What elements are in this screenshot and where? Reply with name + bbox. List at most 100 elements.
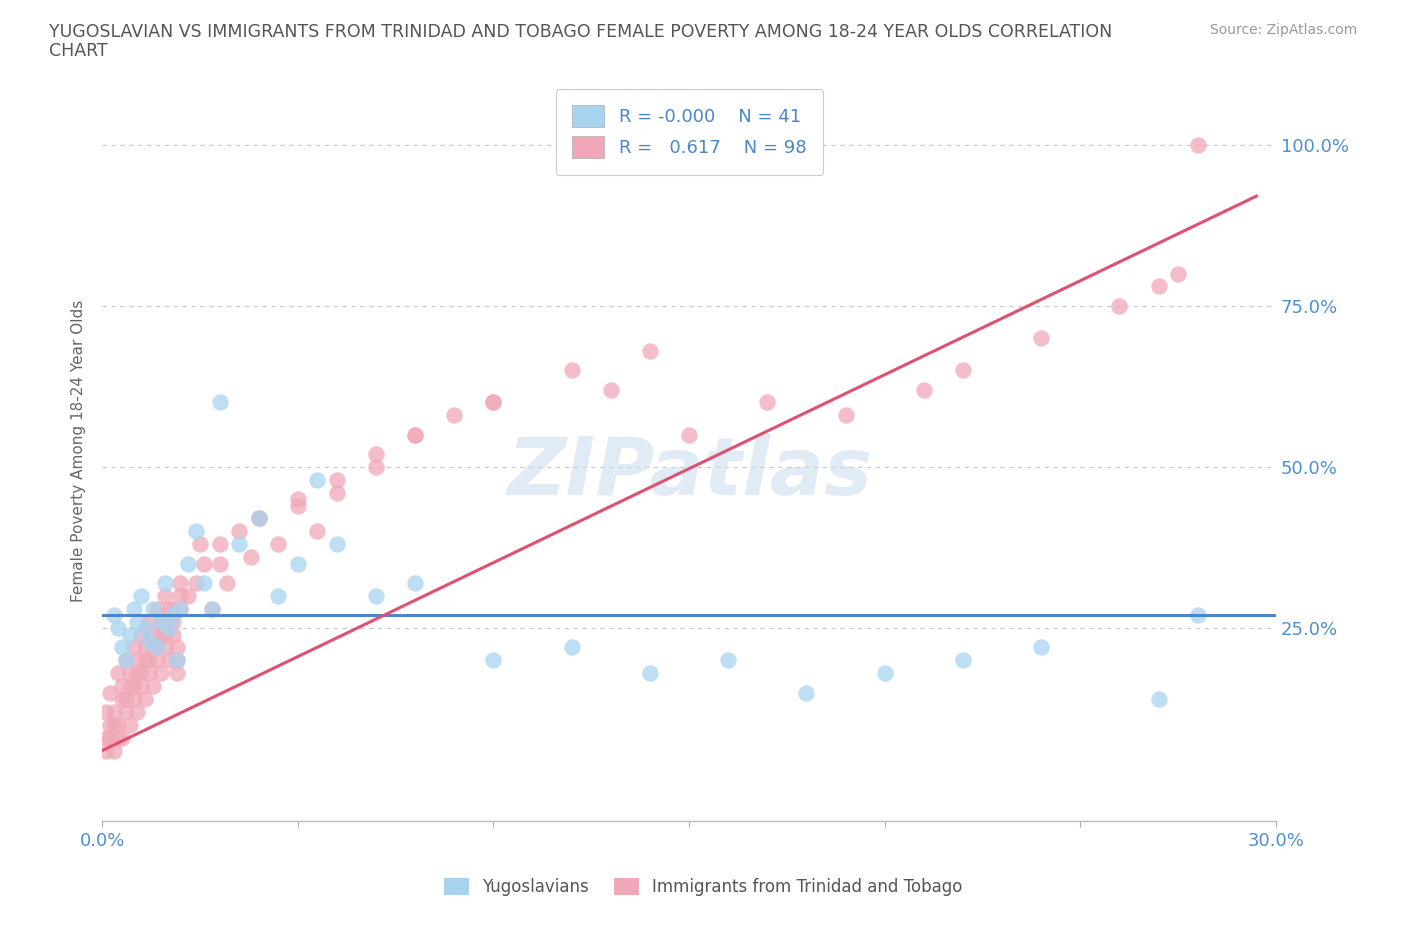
Point (326, 472, 349, 487)
Point (142, 679, 165, 694)
Point (208, 556, 231, 571)
Point (157, 620, 180, 635)
Point (146, 640, 169, 655)
Point (287, 556, 309, 571)
Point (103, 743, 125, 758)
Point (162, 607, 184, 622)
Point (114, 692, 136, 707)
Point (118, 627, 141, 642)
Point (142, 602, 165, 617)
Point (169, 602, 191, 617)
Point (796, 685, 818, 700)
Point (267, 589, 290, 604)
Point (114, 653, 136, 668)
Point (98, 717, 121, 732)
Point (247, 512, 270, 526)
Point (201, 602, 224, 617)
Point (638, 666, 661, 681)
Point (162, 614, 184, 629)
Point (107, 620, 129, 635)
Point (1187, 607, 1209, 622)
Point (153, 589, 176, 604)
Point (103, 607, 125, 622)
Point (364, 446, 387, 461)
Point (1031, 640, 1053, 655)
Point (94, 704, 117, 719)
Point (247, 512, 270, 526)
Point (122, 692, 145, 707)
Point (134, 692, 156, 707)
Point (118, 717, 141, 732)
Point (404, 427, 426, 442)
Point (184, 524, 207, 538)
Point (166, 653, 188, 668)
Text: CHART: CHART (49, 42, 108, 60)
Point (146, 602, 169, 617)
Point (404, 427, 426, 442)
Point (188, 537, 211, 551)
Point (834, 408, 856, 423)
Point (153, 627, 176, 642)
Point (98, 685, 121, 700)
Point (208, 537, 231, 551)
Point (107, 717, 129, 732)
Point (177, 589, 200, 604)
Point (157, 602, 180, 617)
Point (717, 653, 740, 668)
Point (952, 363, 974, 378)
Point (131, 627, 153, 642)
Point (103, 704, 125, 719)
Point (162, 602, 184, 617)
Point (482, 395, 505, 410)
Point (146, 640, 169, 655)
Point (482, 395, 505, 410)
Point (912, 382, 935, 397)
Point (193, 576, 215, 591)
Point (98, 730, 121, 745)
Point (952, 653, 974, 668)
Point (122, 679, 145, 694)
Point (169, 576, 191, 591)
Point (131, 666, 153, 681)
Legend: Yugoslavians, Immigrants from Trinidad and Tobago: Yugoslavians, Immigrants from Trinidad a… (437, 871, 969, 903)
Point (307, 472, 329, 487)
Legend: R = -0.000    N = 41, R =   0.617    N = 98: R = -0.000 N = 41, R = 0.617 N = 98 (555, 89, 823, 175)
Point (267, 537, 290, 551)
Point (169, 602, 191, 617)
Point (217, 576, 239, 591)
Point (561, 363, 583, 378)
Point (287, 492, 309, 507)
Point (149, 614, 172, 629)
Point (228, 537, 250, 551)
Point (561, 640, 583, 655)
Point (678, 427, 700, 442)
Point (131, 679, 153, 694)
Point (404, 576, 426, 591)
Point (239, 550, 262, 565)
Y-axis label: Female Poverty Among 18-24 Year Olds: Female Poverty Among 18-24 Year Olds (72, 299, 86, 602)
Text: Source: ZipAtlas.com: Source: ZipAtlas.com (1209, 23, 1357, 37)
Point (247, 512, 270, 526)
Point (1167, 266, 1189, 281)
Point (166, 640, 188, 655)
Point (157, 614, 180, 629)
Point (1187, 137, 1209, 152)
Point (111, 692, 134, 707)
Point (138, 666, 160, 681)
Point (153, 576, 176, 591)
Point (94, 743, 117, 758)
Point (138, 614, 160, 629)
Point (166, 653, 188, 668)
Point (127, 666, 149, 681)
Point (149, 666, 172, 681)
Point (1031, 330, 1053, 345)
Point (873, 666, 896, 681)
Point (169, 589, 191, 604)
Point (201, 602, 224, 617)
Point (134, 620, 156, 635)
Point (138, 633, 160, 648)
Point (157, 653, 180, 668)
Point (193, 556, 215, 571)
Point (162, 627, 184, 642)
Point (638, 343, 661, 358)
